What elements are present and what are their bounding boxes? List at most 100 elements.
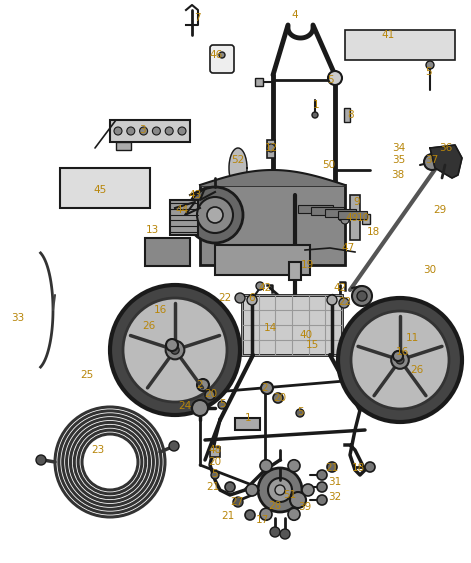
Circle shape: [317, 470, 327, 480]
Text: 18: 18: [366, 227, 380, 237]
Text: 1: 1: [313, 100, 319, 110]
Circle shape: [290, 492, 306, 508]
Text: 39: 39: [298, 502, 312, 512]
Text: 2: 2: [262, 383, 268, 393]
Circle shape: [256, 282, 264, 290]
Text: 27: 27: [230, 497, 244, 507]
Text: 5: 5: [219, 399, 225, 409]
Circle shape: [261, 382, 273, 394]
Bar: [267, 140, 275, 158]
Text: 16: 16: [395, 347, 409, 357]
Text: 29: 29: [433, 205, 447, 215]
Text: 42: 42: [333, 283, 347, 293]
Bar: [344, 108, 350, 122]
Bar: [145, 238, 190, 266]
Circle shape: [317, 482, 327, 492]
Circle shape: [127, 127, 135, 135]
Text: 15: 15: [305, 340, 318, 350]
Circle shape: [211, 471, 219, 479]
Bar: [215, 245, 310, 275]
Circle shape: [317, 495, 327, 505]
Circle shape: [339, 298, 349, 308]
Text: 7: 7: [194, 13, 200, 23]
Text: 51: 51: [284, 490, 297, 500]
Circle shape: [235, 293, 245, 303]
Text: 6: 6: [249, 293, 255, 303]
Circle shape: [246, 484, 258, 496]
Circle shape: [270, 527, 280, 537]
Bar: [350, 195, 360, 240]
Text: 2: 2: [197, 380, 203, 390]
Circle shape: [357, 291, 367, 301]
Circle shape: [426, 61, 434, 69]
Circle shape: [205, 390, 215, 400]
Circle shape: [207, 207, 223, 223]
Polygon shape: [430, 145, 462, 178]
Text: 31: 31: [328, 477, 341, 487]
Text: 26: 26: [410, 365, 423, 375]
Text: 30: 30: [423, 265, 437, 275]
Text: 20: 20: [204, 389, 218, 399]
Circle shape: [393, 351, 403, 361]
Text: 25: 25: [81, 370, 94, 380]
Text: 12: 12: [264, 143, 277, 153]
Text: 50: 50: [323, 160, 335, 170]
Circle shape: [273, 393, 283, 403]
Text: 13: 13: [146, 225, 159, 235]
Circle shape: [110, 285, 240, 415]
Circle shape: [280, 529, 290, 539]
Text: 9: 9: [354, 197, 360, 207]
Text: 49: 49: [345, 213, 358, 223]
Text: 34: 34: [392, 143, 406, 153]
Circle shape: [391, 351, 409, 369]
Text: 21: 21: [325, 463, 339, 473]
Text: 22: 22: [219, 293, 232, 303]
Text: 14: 14: [263, 323, 276, 333]
Circle shape: [36, 455, 46, 465]
Circle shape: [268, 478, 292, 502]
Text: 44: 44: [175, 205, 188, 215]
Circle shape: [169, 441, 179, 451]
Text: 37: 37: [425, 155, 439, 165]
Text: 20: 20: [209, 457, 221, 467]
Text: 32: 32: [328, 492, 341, 502]
Text: 40: 40: [300, 330, 313, 340]
Circle shape: [296, 409, 304, 417]
Text: 21: 21: [206, 482, 219, 492]
Circle shape: [197, 197, 233, 233]
Text: 21: 21: [221, 511, 235, 521]
Circle shape: [247, 295, 257, 305]
Circle shape: [139, 127, 147, 135]
Circle shape: [328, 71, 342, 85]
Circle shape: [123, 298, 227, 402]
Text: 1: 1: [245, 413, 252, 423]
Text: 36: 36: [439, 143, 453, 153]
Text: 10: 10: [357, 213, 370, 223]
Circle shape: [260, 460, 272, 472]
Circle shape: [245, 510, 255, 520]
Bar: [210, 447, 220, 457]
Text: 8: 8: [348, 110, 354, 120]
Circle shape: [338, 298, 462, 422]
Polygon shape: [229, 148, 247, 188]
Text: 5: 5: [211, 469, 219, 479]
Text: 24: 24: [179, 401, 192, 411]
Circle shape: [312, 112, 318, 118]
Text: 5: 5: [297, 407, 303, 417]
Circle shape: [288, 508, 300, 520]
Text: 33: 33: [11, 313, 24, 323]
Text: 52: 52: [231, 155, 244, 165]
Bar: [242, 295, 342, 355]
Text: 20: 20: [274, 393, 286, 403]
Circle shape: [218, 401, 226, 409]
Circle shape: [165, 127, 173, 135]
Circle shape: [178, 127, 186, 135]
Text: 38: 38: [391, 170, 405, 180]
Text: 42: 42: [259, 283, 272, 293]
Circle shape: [192, 400, 208, 416]
Text: 19: 19: [300, 260, 314, 270]
Circle shape: [302, 484, 314, 496]
Bar: [345, 30, 455, 60]
Text: 17: 17: [255, 515, 268, 525]
Bar: [255, 78, 263, 86]
